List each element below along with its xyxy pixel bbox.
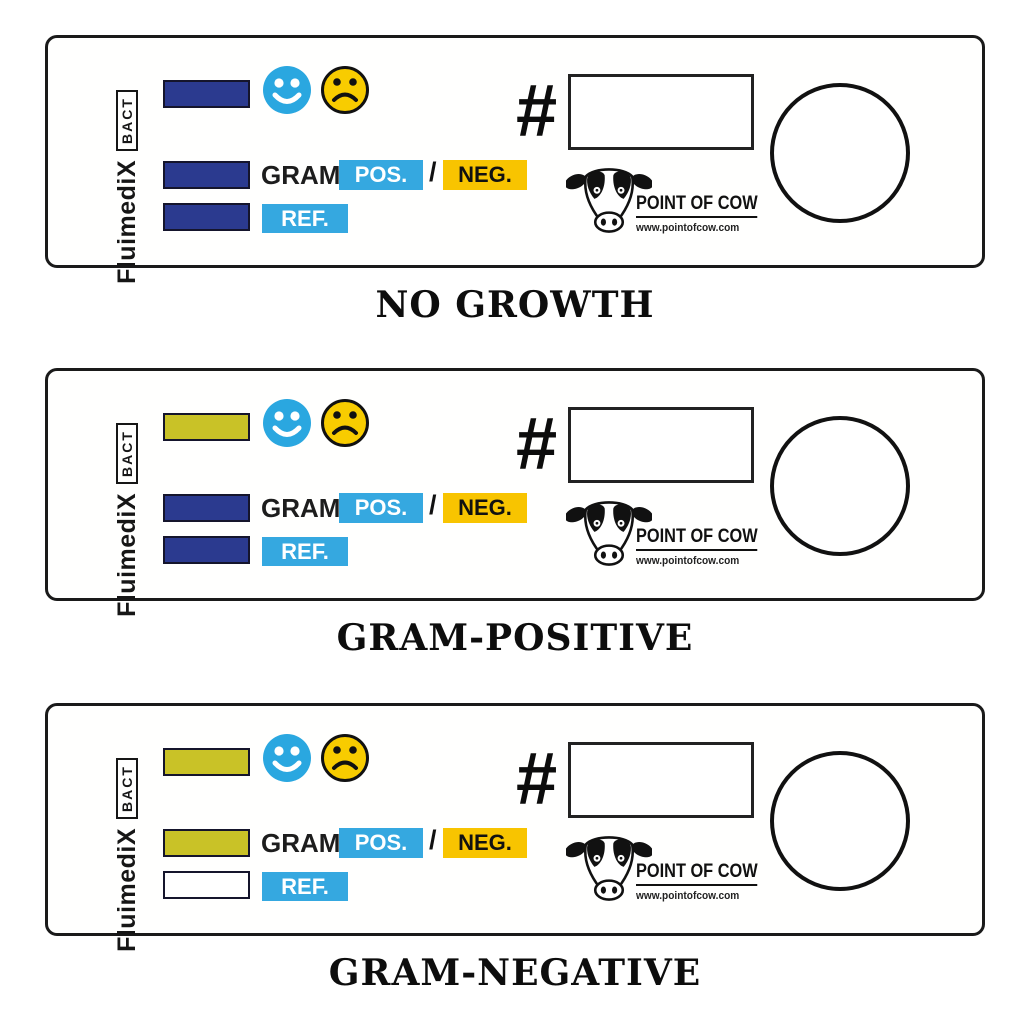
test-strip-gram-negative: FluimediX BACT GRAM POS. / NEG. RE	[45, 703, 985, 952]
logo-url: www.pointofcow.com	[636, 890, 740, 902]
happy-face-icon	[263, 399, 311, 447]
brand-name: FluimediX	[112, 827, 141, 952]
sad-face-icon	[321, 734, 369, 782]
sample-number-hash: #	[516, 402, 558, 485]
cow-logo-icon	[566, 501, 652, 566]
brand-vertical: FluimediX BACT	[108, 423, 146, 617]
gram-result-bar	[163, 161, 250, 189]
brand-name: FluimediX	[112, 159, 141, 284]
neg-badge: NEG.	[443, 828, 527, 858]
sample-port-circle	[770, 83, 910, 223]
bact-tag: BACT	[116, 758, 138, 819]
growth-result-bar	[163, 413, 250, 441]
cow-logo-icon	[566, 168, 652, 233]
gram-result-bar	[163, 494, 250, 522]
gram-label: GRAM	[261, 493, 341, 523]
strip-block-gram-positive: FluimediX BACT GRAM POS. / NEG. RE	[45, 368, 985, 659]
brand-vertical: FluimediX BACT	[108, 90, 146, 284]
slash-separator: /	[429, 490, 437, 520]
sample-number-hash: #	[516, 69, 558, 152]
sample-number-box	[568, 407, 754, 483]
slash-separator: /	[429, 157, 437, 187]
cow-logo-icon	[566, 836, 652, 901]
logo-text: POINT OF COW www.pointofcow.com	[636, 861, 777, 904]
growth-result-bar	[163, 748, 250, 776]
logo-title: POINT OF COW	[636, 526, 758, 551]
sample-port-circle	[770, 751, 910, 891]
ref-badge: REF.	[262, 872, 348, 901]
logo-title: POINT OF COW	[636, 193, 758, 218]
logo-url: www.pointofcow.com	[636, 555, 740, 567]
sad-face-icon	[321, 399, 369, 447]
strip-block-gram-negative: FluimediX BACT GRAM POS. / NEG. RE	[45, 703, 985, 994]
logo-text: POINT OF COW www.pointofcow.com	[636, 193, 777, 236]
sample-number-hash: #	[516, 737, 558, 820]
test-strip-gram-positive: FluimediX BACT GRAM POS. / NEG. RE	[45, 368, 985, 617]
neg-badge: NEG.	[443, 493, 527, 523]
gram-label: GRAM	[261, 828, 341, 858]
brand-vertical: FluimediX BACT	[108, 758, 146, 952]
reference-bar	[163, 203, 250, 231]
happy-face-icon	[263, 734, 311, 782]
ref-badge: REF.	[262, 537, 348, 566]
sad-face-icon	[321, 66, 369, 114]
neg-badge: NEG.	[443, 160, 527, 190]
logo-url: www.pointofcow.com	[636, 222, 740, 234]
strip-caption: GRAM-POSITIVE	[336, 617, 694, 659]
strip-caption: GRAM-NEGATIVE	[328, 952, 702, 994]
pos-badge: POS.	[339, 160, 423, 190]
strip-caption: NO GROWTH	[375, 284, 655, 326]
logo-text: POINT OF COW www.pointofcow.com	[636, 526, 777, 569]
gram-result-bar	[163, 829, 250, 857]
strip-block-no-growth: FluimediX BACT GRAM POS. / NEG. RE	[45, 35, 985, 326]
pos-badge: POS.	[339, 828, 423, 858]
bact-tag: BACT	[116, 90, 138, 151]
reference-bar	[163, 871, 250, 899]
happy-face-icon	[263, 66, 311, 114]
sample-number-box	[568, 742, 754, 818]
pos-badge: POS.	[339, 493, 423, 523]
logo-title: POINT OF COW	[636, 861, 758, 886]
ref-badge: REF.	[262, 204, 348, 233]
growth-result-bar	[163, 80, 250, 108]
slash-separator: /	[429, 825, 437, 855]
bact-tag: BACT	[116, 423, 138, 484]
reference-bar	[163, 536, 250, 564]
brand-name: FluimediX	[112, 492, 141, 617]
test-strip-no-growth: FluimediX BACT GRAM POS. / NEG. RE	[45, 35, 985, 284]
sample-number-box	[568, 74, 754, 150]
sample-port-circle	[770, 416, 910, 556]
gram-label: GRAM	[261, 160, 341, 190]
